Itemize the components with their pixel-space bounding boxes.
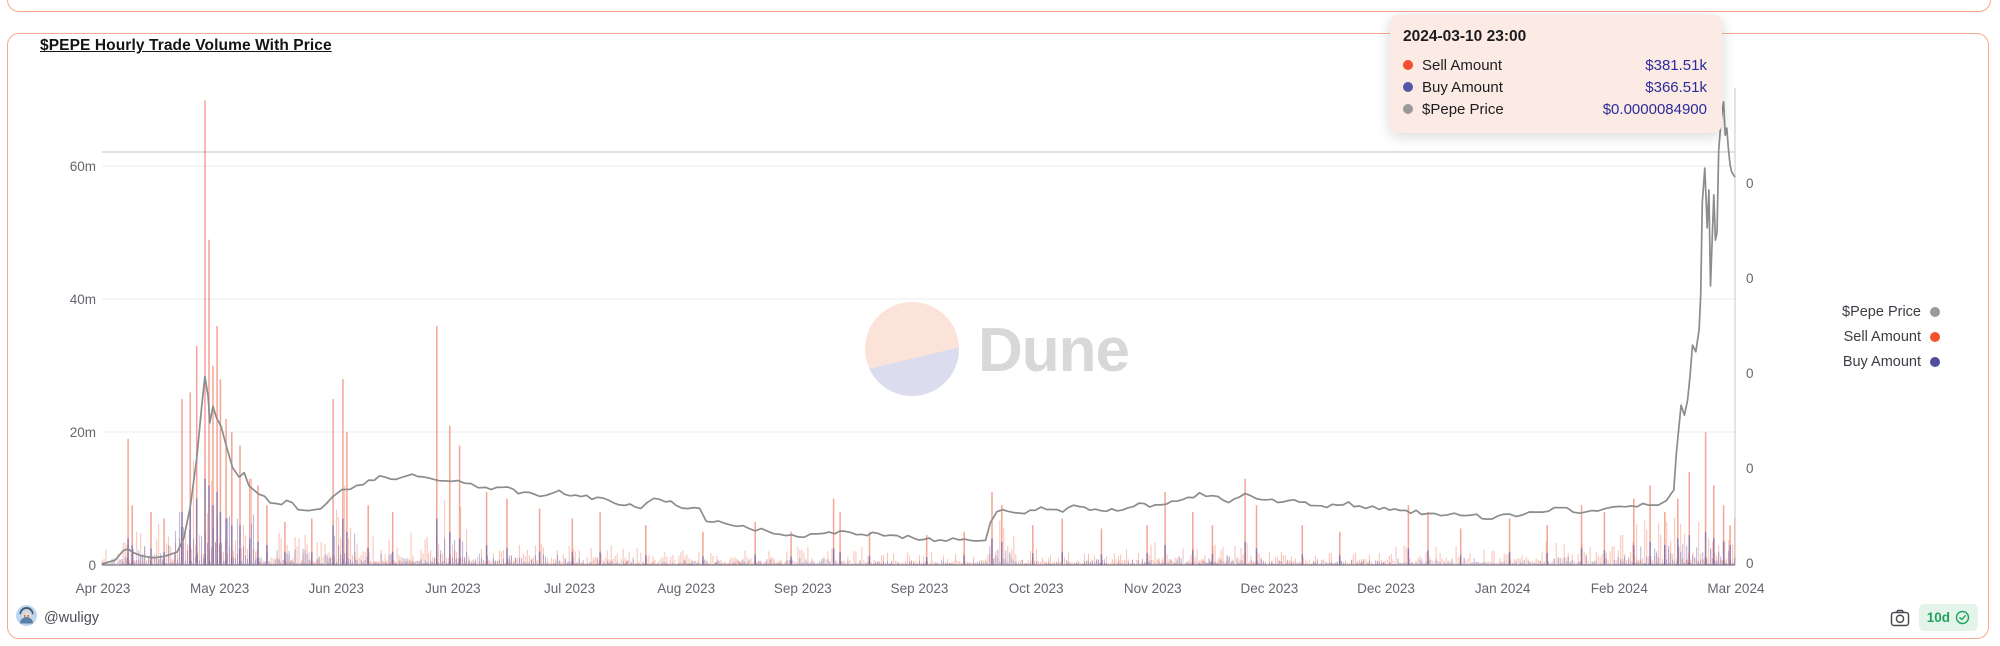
y-axis-left-tick: 60m — [70, 159, 96, 174]
y-axis-left-tick: 0 — [88, 558, 96, 573]
legend-label: $Pepe Price — [1842, 304, 1921, 320]
x-axis-label: Dec 2023 — [1241, 581, 1299, 596]
x-axis-label: Nov 2023 — [1124, 581, 1182, 596]
x-axis-label: Jun 2023 — [308, 581, 364, 596]
y-axis-right-tick: 0 — [1746, 461, 1754, 476]
x-axis-label: Mar 2024 — [1707, 581, 1765, 596]
verified-check-icon — [1955, 610, 1970, 625]
x-axis-label: Aug 2023 — [657, 581, 715, 596]
screenshot-camera-icon[interactable] — [1890, 608, 1910, 628]
pepe-price-line[interactable] — [101, 100, 1736, 565]
x-axis-label: Sep 2023 — [774, 581, 832, 596]
tooltip-row: Buy Amount $366.51k — [1401, 76, 1707, 98]
x-axis-label: Sep 2023 — [891, 581, 949, 596]
tooltip-series-value: $366.51k — [1645, 78, 1707, 96]
buy-volume-spikes[interactable] — [127, 478, 1731, 565]
tooltip-series-label: $Pepe Price — [1422, 100, 1504, 118]
x-axis-label: May 2023 — [190, 581, 249, 596]
x-axis-label: Jun 2023 — [425, 581, 481, 596]
legend-item-buy-amount[interactable]: Buy Amount — [1760, 350, 1940, 375]
x-axis-label: Apr 2023 — [76, 581, 131, 596]
x-axis-label: Jan 2024 — [1475, 581, 1531, 596]
legend-item-sell-amount[interactable]: Sell Amount — [1760, 325, 1940, 350]
watermark-text: Dune — [978, 316, 1129, 385]
chart-plot-area[interactable]: Dune 0 20m 40m 60m 0 0 0 0 0 Apr 2023 May 2023 Jun 2… — [0, 33, 2000, 639]
series-dot-icon — [1403, 60, 1413, 70]
tooltip-series-value: $0.0000084900 — [1602, 100, 1707, 118]
sell-volume-spikes[interactable] — [127, 100, 1731, 565]
x-axis-label: Oct 2023 — [1009, 581, 1064, 596]
tooltip-series-label: Buy Amount — [1422, 78, 1503, 96]
chart-card — [7, 33, 1989, 639]
freshness-badge-label: 10d — [1926, 610, 1950, 625]
y-axis-right-tick: 0 — [1746, 556, 1754, 571]
chart-legend: $Pepe Price Sell Amount Buy Amount — [1760, 300, 1940, 375]
tooltip-series-label: Sell Amount — [1422, 56, 1503, 74]
legend-label: Buy Amount — [1842, 354, 1921, 370]
tooltip-date: 2024-03-10 23:00 — [1403, 28, 1527, 45]
chart-tooltip: 2024-03-10 23:00 Sell Amount $381.51k Bu… — [1390, 15, 1722, 133]
card-above-edge — [7, 0, 1991, 12]
y-axis-left-tick: 40m — [70, 292, 96, 307]
x-axis-label: Jul 2023 — [544, 581, 595, 596]
series-dot-icon — [1403, 82, 1413, 92]
legend-dot-icon — [1930, 357, 1940, 367]
legend-dot-icon — [1930, 332, 1940, 342]
tooltip-row: $Pepe Price $0.0000084900 — [1401, 98, 1707, 120]
legend-item--pepe-price[interactable]: $Pepe Price — [1760, 300, 1940, 325]
author-avatar — [16, 605, 37, 631]
author-link[interactable]: @wuligy — [16, 605, 100, 631]
legend-label: Sell Amount — [1843, 329, 1921, 345]
tooltip-row: Sell Amount $381.51k — [1401, 54, 1707, 76]
series-dot-icon — [1403, 104, 1413, 114]
author-handle: @wuligy — [44, 610, 100, 626]
y-axis-right-tick: 0 — [1746, 271, 1754, 286]
legend-dot-icon — [1930, 307, 1940, 317]
y-axis-right-tick: 0 — [1746, 176, 1754, 191]
y-axis-left-tick: 20m — [70, 425, 96, 440]
dune-watermark[interactable]: Dune — [857, 297, 1130, 407]
x-axis-label: Feb 2024 — [1591, 581, 1649, 596]
freshness-badge[interactable]: 10d — [1918, 604, 1978, 631]
chart-title-link[interactable]: $PEPE Hourly Trade Volume With Price — [40, 37, 332, 54]
tooltip-series-value: $381.51k — [1645, 56, 1707, 74]
x-axis-label: Dec 2023 — [1357, 581, 1415, 596]
y-axis-right-tick: 0 — [1746, 366, 1754, 381]
